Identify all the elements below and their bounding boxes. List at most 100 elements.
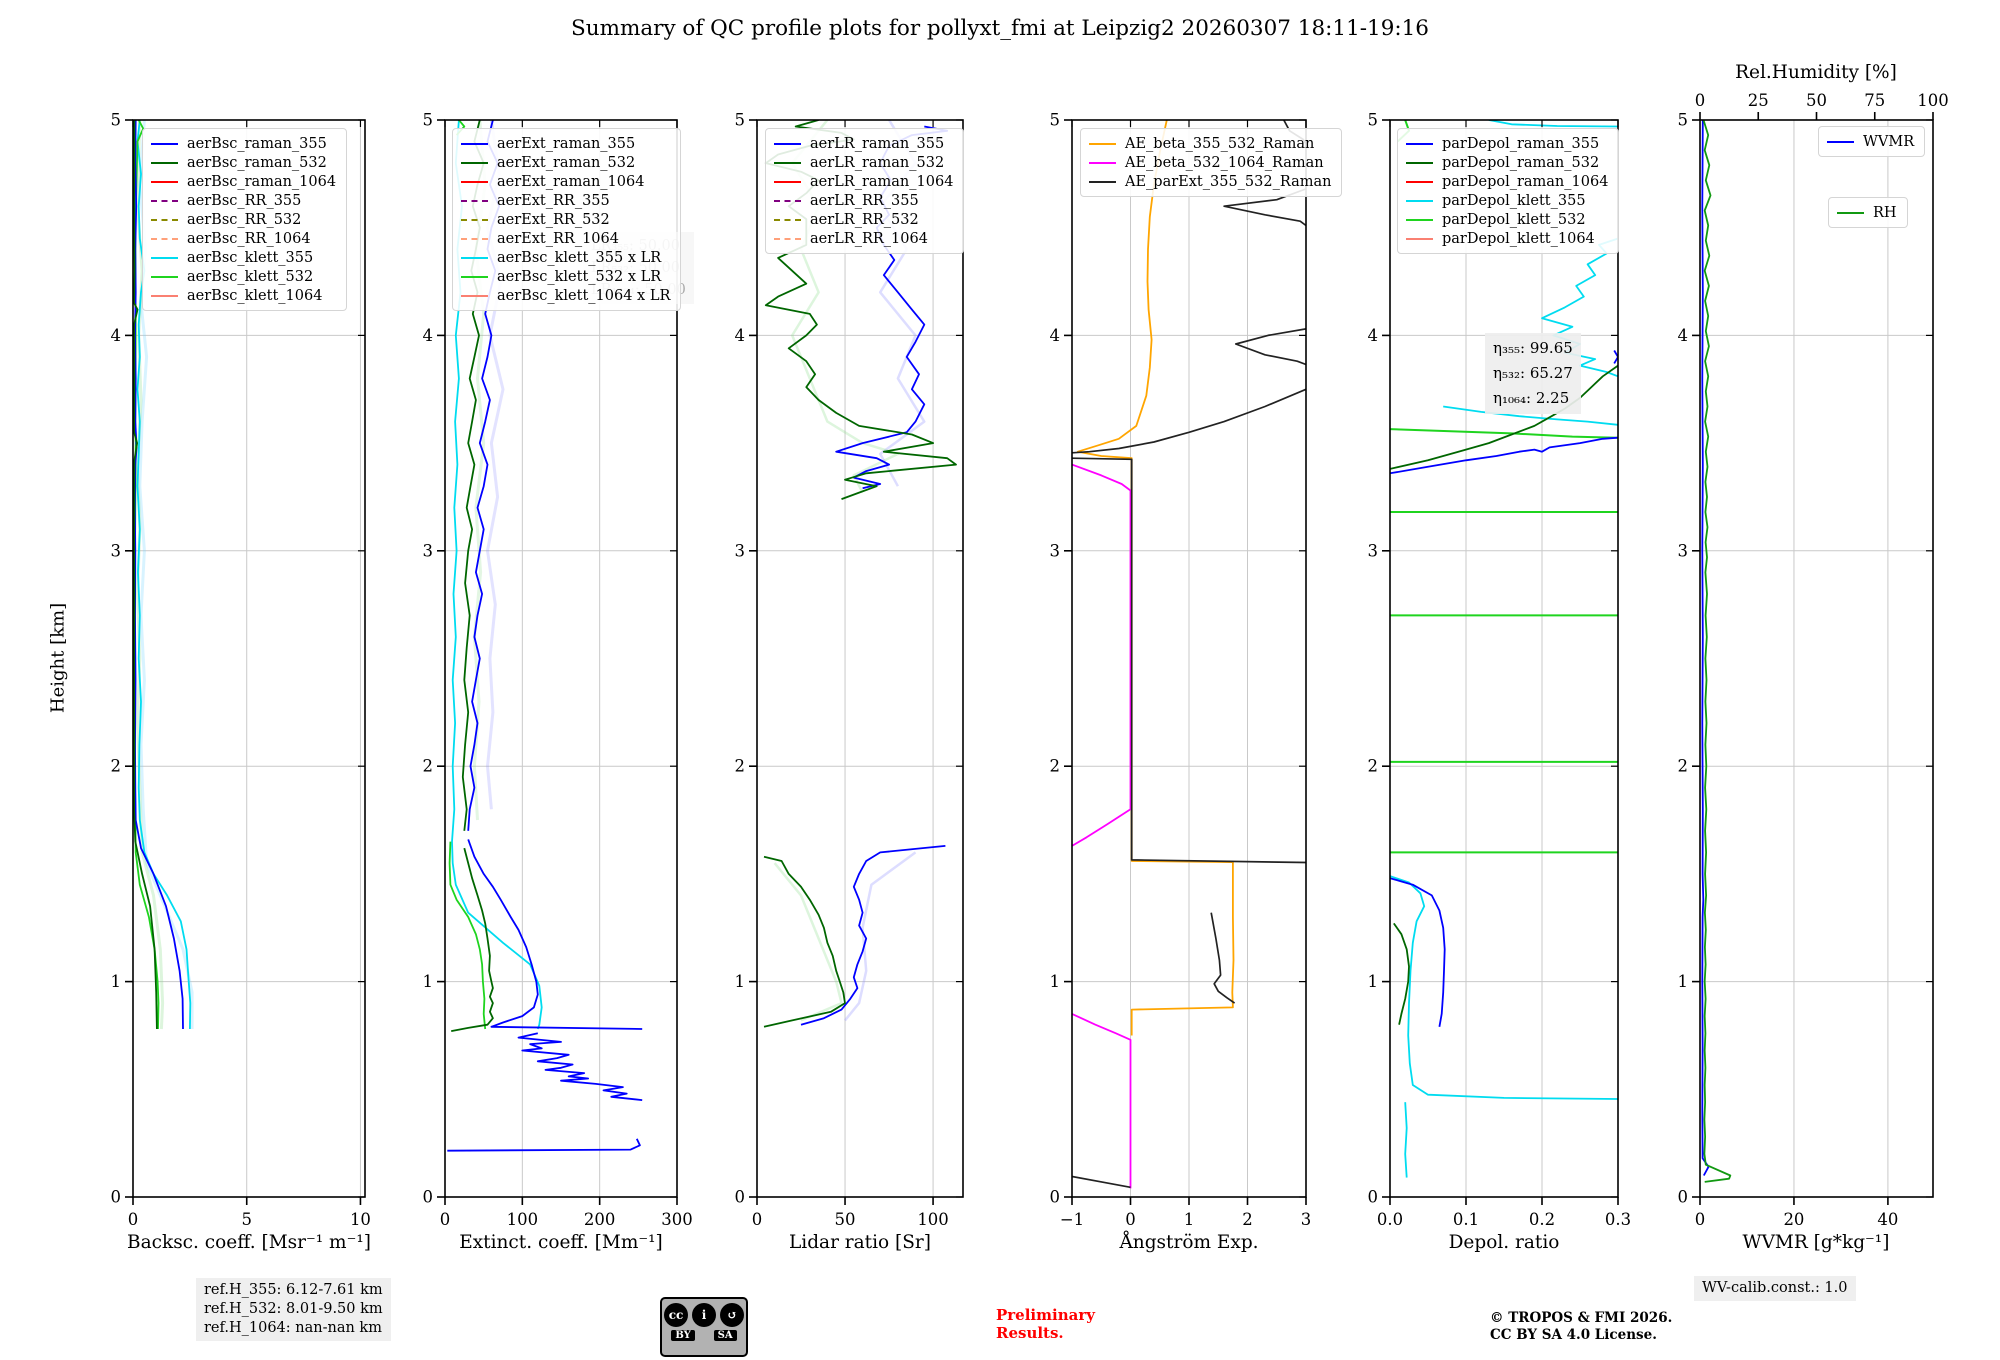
refh-1064: ref.H_1064: nan-nan km bbox=[204, 1320, 382, 1336]
legend-item: AE_beta_355_532_Raman bbox=[1089, 134, 1331, 153]
legend-item: aerExt_RR_532 bbox=[461, 210, 670, 229]
legend-line-swatch bbox=[774, 142, 801, 145]
svg-text:0: 0 bbox=[423, 1188, 434, 1207]
cc-license-badge: cc i ↺ BY SA bbox=[660, 1297, 748, 1357]
svg-text:5: 5 bbox=[1050, 111, 1061, 130]
legend-label: aerLR_raman_355 bbox=[810, 135, 945, 152]
legend-label: AE_parExt_355_532_Raman bbox=[1125, 173, 1332, 190]
svg-text:2: 2 bbox=[1050, 757, 1061, 776]
legend-item: aerLR_raman_1064 bbox=[774, 172, 953, 191]
legend-label: aerBsc_klett_1064 x LR bbox=[497, 287, 671, 304]
legend-item: aerLR_raman_532 bbox=[774, 153, 953, 172]
svg-text:100: 100 bbox=[917, 1210, 949, 1229]
svg-text:0: 0 bbox=[735, 1188, 746, 1207]
legend-wvmr-1: RH bbox=[1828, 197, 1908, 228]
legend-line-swatch bbox=[1827, 140, 1854, 143]
legend-line-swatch bbox=[1089, 180, 1116, 183]
legend-label: aerLR_RR_532 bbox=[810, 211, 919, 228]
legend-item: RH bbox=[1837, 203, 1897, 222]
svg-text:0: 0 bbox=[1368, 1188, 1379, 1207]
svg-text:3: 3 bbox=[111, 541, 122, 560]
svg-text:5: 5 bbox=[1678, 111, 1689, 130]
svg-text:300: 300 bbox=[661, 1210, 693, 1229]
legend-item: aerExt_raman_1064 bbox=[461, 172, 670, 191]
legend-label: parDepol_raman_1064 bbox=[1442, 173, 1609, 190]
svg-text:100: 100 bbox=[1917, 91, 1949, 110]
svg-text:0: 0 bbox=[1050, 1188, 1061, 1207]
legend-line-swatch bbox=[151, 256, 178, 259]
legend-item: aerBsc_RR_532 bbox=[151, 210, 336, 229]
legend-line-swatch bbox=[1406, 199, 1433, 202]
figure-title: Summary of QC profile plots for pollyxt_… bbox=[571, 16, 1429, 41]
legend-item: aerBsc_RR_355 bbox=[151, 191, 336, 210]
svg-text:50: 50 bbox=[1806, 91, 1827, 110]
legend-item: aerBsc_klett_532 bbox=[151, 267, 336, 286]
svg-text:0.1: 0.1 bbox=[1453, 1210, 1479, 1229]
legend-label: aerBsc_RR_532 bbox=[187, 211, 302, 228]
legend-label: aerLR_raman_1064 bbox=[810, 173, 954, 190]
legend-item: aerExt_raman_355 bbox=[461, 134, 670, 153]
legend-line-swatch bbox=[461, 275, 488, 278]
legend-label: aerBsc_raman_1064 bbox=[187, 173, 337, 190]
legend-label: parDepol_raman_532 bbox=[1442, 154, 1600, 171]
svg-text:4: 4 bbox=[1678, 326, 1689, 345]
wv-calib-annotation: WV-calib.const.: 1.0 bbox=[1694, 1276, 1856, 1301]
legend-item: aerLR_RR_355 bbox=[774, 191, 953, 210]
legend-item: parDepol_raman_1064 bbox=[1406, 172, 1608, 191]
svg-text:3: 3 bbox=[423, 541, 434, 560]
sa-arrow-icon: ↺ bbox=[720, 1303, 744, 1327]
svg-text:3: 3 bbox=[1678, 541, 1689, 560]
legend-label: RH bbox=[1873, 204, 1897, 221]
legend-item: aerLR_raman_355 bbox=[774, 134, 953, 153]
svg-text:100: 100 bbox=[507, 1210, 539, 1229]
xlabel-backsc: Backsc. coeff. [Msr⁻¹ m⁻¹] bbox=[126, 1232, 372, 1253]
svg-text:1: 1 bbox=[1368, 972, 1379, 991]
legend-line-swatch bbox=[774, 180, 801, 183]
legend-line-swatch bbox=[461, 294, 488, 297]
legend-item: aerExt_RR_1064 bbox=[461, 229, 670, 248]
legend-item: aerExt_RR_355 bbox=[461, 191, 670, 210]
legend-item: AE_beta_532_1064_Raman bbox=[1089, 153, 1331, 172]
legend-item: parDepol_klett_1064 bbox=[1406, 229, 1608, 248]
legend-label: aerBsc_klett_532 x LR bbox=[497, 268, 662, 285]
svg-text:1: 1 bbox=[1678, 972, 1689, 991]
legend-line-swatch bbox=[151, 161, 178, 164]
legend-item: aerBsc_klett_355 x LR bbox=[461, 248, 670, 267]
legend-item: aerBsc_raman_1064 bbox=[151, 172, 336, 191]
svg-text:40: 40 bbox=[1877, 1210, 1898, 1229]
legend-line-swatch bbox=[1406, 180, 1433, 183]
eta-532-value: η₅₃₂: 65.27 bbox=[1493, 364, 1573, 382]
legend-item: AE_parExt_355_532_Raman bbox=[1089, 172, 1331, 191]
svg-text:0: 0 bbox=[1695, 91, 1706, 110]
copyright-note: © TROPOS & FMI 2026. CC BY SA 4.0 Licens… bbox=[1490, 1310, 1673, 1343]
sa-label: SA bbox=[713, 1330, 737, 1341]
legend-label: aerLR_raman_532 bbox=[810, 154, 945, 171]
legend-item: aerLR_RR_1064 bbox=[774, 229, 953, 248]
legend-item: parDepol_raman_532 bbox=[1406, 153, 1608, 172]
legend-lr: aerLR_raman_355 aerLR_raman_532 aerLR_rama… bbox=[765, 128, 965, 254]
legend-label: aerBsc_klett_532 bbox=[187, 268, 314, 285]
legend-line-swatch bbox=[1406, 218, 1433, 221]
cc-badge-labels: BY SA bbox=[662, 1330, 746, 1341]
xlabel-wvmr: WVMR [g*kg⁻¹] bbox=[1742, 1232, 1890, 1253]
legend-line-swatch bbox=[151, 275, 178, 278]
svg-text:0.0: 0.0 bbox=[1377, 1210, 1403, 1229]
legend-label: aerBsc_raman_355 bbox=[187, 135, 327, 152]
legend-item: aerBsc_klett_532 x LR bbox=[461, 267, 670, 286]
svg-text:20: 20 bbox=[1783, 1210, 1804, 1229]
svg-text:0: 0 bbox=[1678, 1188, 1689, 1207]
refh-355: ref.H_355: 6.12-7.61 km bbox=[204, 1282, 383, 1298]
legend-label: WVMR bbox=[1863, 133, 1915, 150]
legend-label: aerLR_RR_355 bbox=[810, 192, 919, 209]
legend-line-swatch bbox=[461, 256, 488, 259]
preliminary-results-note: Preliminary Results. bbox=[996, 1306, 1095, 1342]
legend-line-swatch bbox=[151, 218, 178, 221]
legend-label: aerBsc_RR_355 bbox=[187, 192, 302, 209]
reference-heights-annotation: ref.H_355: 6.12-7.61 km ref.H_532: 8.01-… bbox=[196, 1278, 391, 1341]
legend-line-swatch bbox=[461, 218, 488, 221]
xlabel-lr: Lidar ratio [Sr] bbox=[789, 1232, 931, 1253]
svg-text:2: 2 bbox=[1368, 757, 1379, 776]
legend-line-swatch bbox=[461, 237, 488, 240]
svg-text:0: 0 bbox=[752, 1210, 763, 1229]
